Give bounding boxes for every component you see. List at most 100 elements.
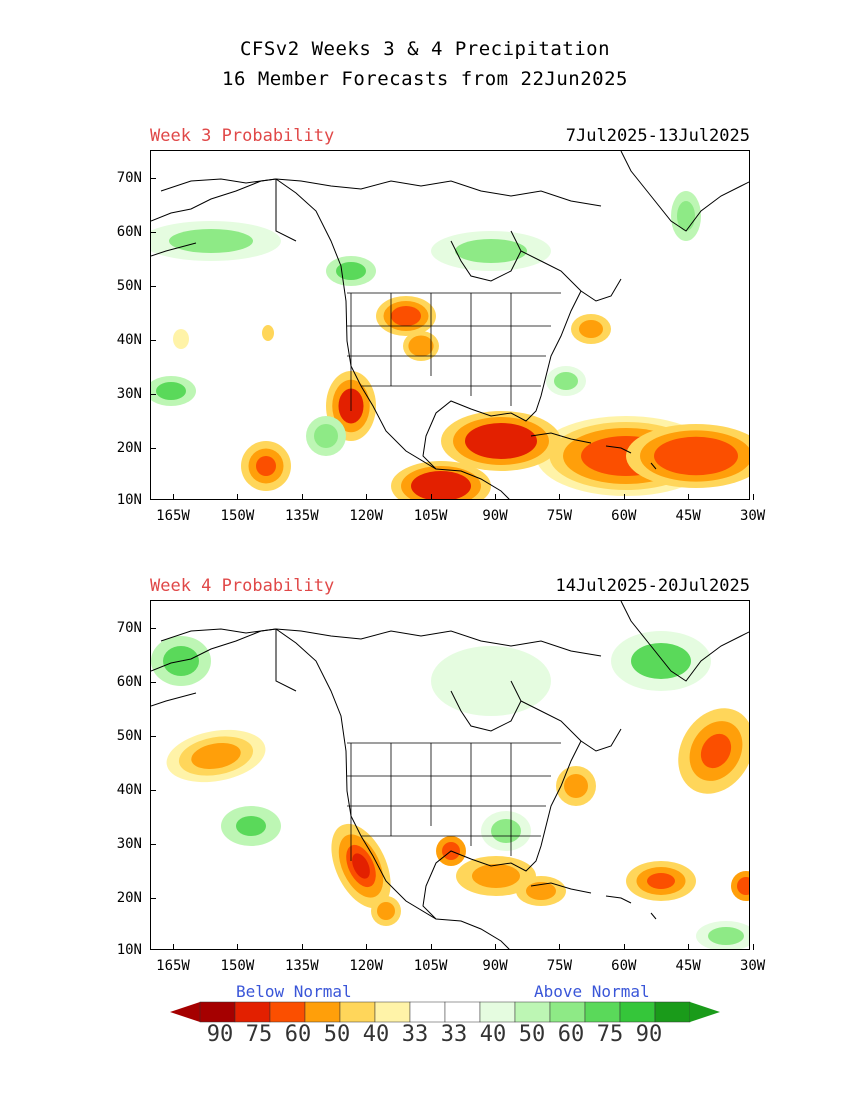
y-tick-mark <box>150 682 156 683</box>
x-tick-mark <box>237 494 239 500</box>
legend-value: 50 <box>323 1022 351 1047</box>
y-tick-label: 20N <box>116 890 142 906</box>
y-tick-label: 20N <box>116 440 142 456</box>
dry-anomaly <box>352 853 370 879</box>
x-tick-label: 105W <box>413 958 448 974</box>
y-tick-label: 70N <box>116 170 142 186</box>
map-canvas <box>151 601 749 949</box>
x-tick-mark <box>559 944 561 950</box>
dry-anomaly <box>408 335 434 357</box>
legend-swatch <box>339 1001 376 1023</box>
title-line-2: 16 Member Forecasts from 22Jun2025 <box>222 68 628 90</box>
legend-arrow-left <box>170 1002 200 1022</box>
y-tick-label: 60N <box>116 224 142 240</box>
x-tick-mark <box>752 944 754 950</box>
dry-anomaly <box>654 436 738 476</box>
legend-value: 33 <box>440 1022 468 1047</box>
x-tick-mark <box>301 494 303 500</box>
dry-anomaly <box>526 882 556 900</box>
y-tick-label: 50N <box>116 278 142 294</box>
dry-anomaly <box>411 471 471 499</box>
legend-swatch <box>199 1001 236 1023</box>
wet-anomaly <box>491 819 521 843</box>
y-tick-mark <box>150 628 156 629</box>
legend-value: 50 <box>518 1022 546 1047</box>
dry-anomaly <box>647 873 675 889</box>
x-tick-label: 105W <box>413 508 448 524</box>
legend-below-label: Below Normal <box>236 982 352 1001</box>
wet-anomaly <box>336 262 366 280</box>
legend-value: 33 <box>401 1022 429 1047</box>
week3-dates: 7Jul2025-13Jul2025 <box>565 126 750 146</box>
x-tick-mark <box>688 944 690 950</box>
dry-anomaly <box>377 902 395 920</box>
wet-anomaly <box>156 382 186 400</box>
y-tick-label: 60N <box>116 674 142 690</box>
y-tick-mark <box>150 736 156 737</box>
dry-anomaly <box>191 742 241 770</box>
y-tick-mark <box>150 499 156 500</box>
wet-anomaly <box>631 643 691 679</box>
x-tick-label: 165W <box>156 508 190 524</box>
x-tick-label: 120W <box>349 958 384 974</box>
y-tick-label: 50N <box>116 728 142 744</box>
dry-anomaly <box>256 456 276 476</box>
legend-value: 40 <box>362 1022 390 1047</box>
legend-swatch <box>584 1001 621 1023</box>
x-tick-mark <box>495 944 496 950</box>
y-tick-mark <box>150 448 156 449</box>
legend-value: 75 <box>596 1022 624 1047</box>
x-tick-mark <box>430 944 432 950</box>
map-canvas <box>151 151 749 499</box>
dry-anomaly <box>465 423 537 459</box>
x-tick-mark <box>173 944 174 950</box>
x-tick-label: 45W <box>675 508 701 524</box>
x-tick-label: 45W <box>675 958 701 974</box>
legend-above-label: Above Normal <box>534 982 650 1001</box>
coastline <box>151 151 749 499</box>
x-tick-mark <box>430 494 432 500</box>
x-tick-mark <box>688 494 690 500</box>
x-tick-mark <box>623 494 625 500</box>
x-tick-label: 90W <box>482 958 508 974</box>
legend-swatch <box>619 1001 656 1023</box>
y-tick-mark <box>150 232 156 233</box>
week4-map <box>150 600 750 950</box>
x-tick-label: 135W <box>284 508 319 524</box>
y-tick-label: 30N <box>116 386 142 402</box>
y-tick-label: 70N <box>116 620 142 636</box>
x-tick-label: 75W <box>546 508 573 524</box>
y-tick-mark <box>150 949 156 950</box>
dry-anomaly <box>173 329 189 349</box>
dry-anomaly <box>472 864 520 888</box>
legend-swatch <box>444 1001 481 1023</box>
wet-anomaly <box>455 239 527 263</box>
x-tick-label: 90W <box>482 508 508 524</box>
x-tick-label: 120W <box>349 508 384 524</box>
x-tick-mark <box>366 494 368 500</box>
legend-swatch <box>409 1001 446 1023</box>
x-tick-label: 75W <box>546 958 573 974</box>
legend-value: 60 <box>557 1022 585 1047</box>
x-tick-mark <box>495 494 496 500</box>
wet-anomaly <box>314 424 338 448</box>
wet-anomaly <box>431 646 551 716</box>
x-tick-label: 150W <box>220 508 255 524</box>
x-tick-mark <box>301 944 303 950</box>
x-tick-label: 150W <box>220 958 255 974</box>
title-line-1: CFSv2 Weeks 3 & 4 Precipitation <box>239 38 611 60</box>
legend-swatch <box>514 1001 551 1023</box>
legend-value: 90 <box>206 1022 234 1047</box>
legend-value: 90 <box>635 1022 663 1047</box>
coastline <box>151 601 749 949</box>
x-tick-mark <box>752 494 754 500</box>
week3-label: Week 3 Probability <box>150 126 335 146</box>
y-tick-mark <box>150 178 156 179</box>
legend-swatch <box>269 1001 306 1023</box>
week4-label: Week 4 Probability <box>150 576 335 596</box>
legend-swatch <box>654 1001 691 1023</box>
legend-swatch <box>304 1001 341 1023</box>
x-tick-mark <box>623 944 625 950</box>
wet-anomaly <box>708 927 744 945</box>
legend-swatch <box>374 1001 411 1023</box>
